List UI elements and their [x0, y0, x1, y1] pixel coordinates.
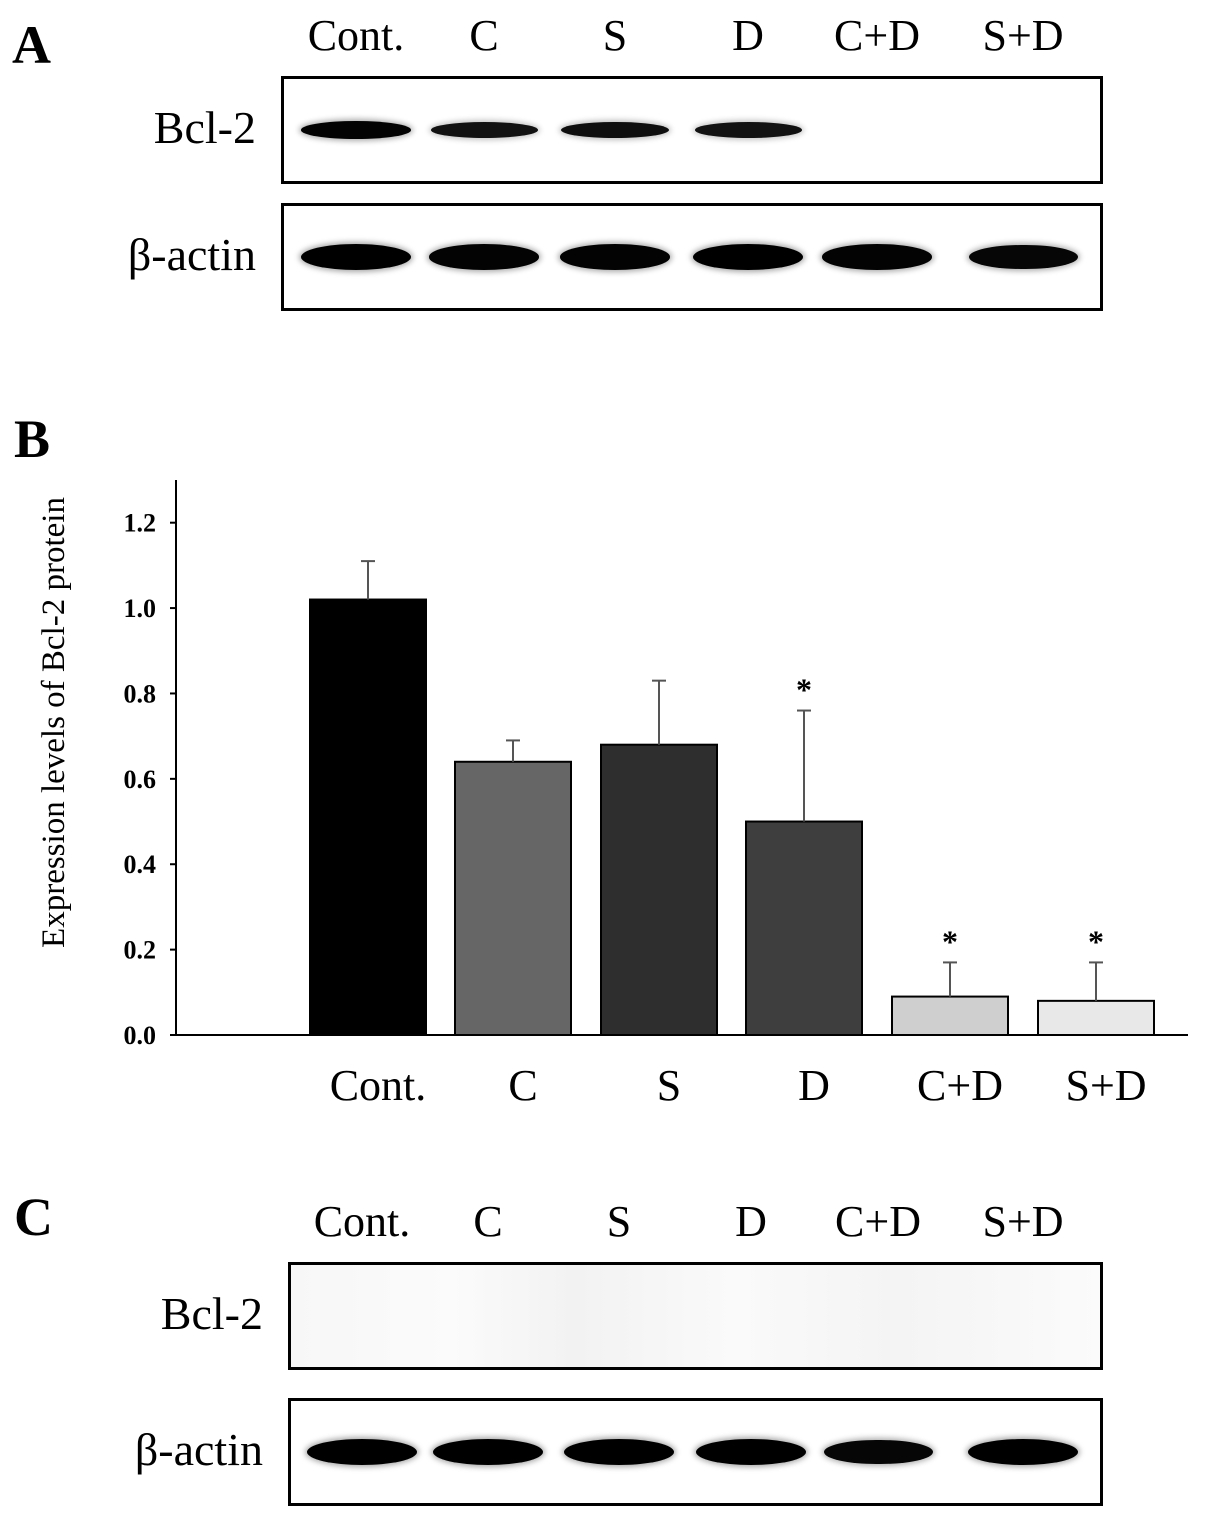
significance-star-3: * [796, 672, 812, 708]
y-tick-label-3: 0.6 [124, 765, 157, 794]
lane-label-a-0: Cont. [307, 11, 405, 60]
band-a-1-3 [693, 244, 803, 270]
y-tick-label-0: 0.0 [124, 1021, 157, 1050]
bar-2 [600, 743, 718, 1036]
band-a-1-4 [822, 244, 932, 270]
band-a-0-3 [694, 122, 802, 138]
band-c-1-2 [564, 1439, 674, 1465]
bar-0 [309, 598, 427, 1037]
bar-1 [454, 760, 572, 1036]
y-tick-label-6: 1.2 [124, 509, 157, 538]
significance-star-5: * [1088, 923, 1104, 959]
panel-c-letter: C [14, 1187, 53, 1247]
band-c-1-1 [433, 1439, 543, 1465]
row-label-a-1: β-actin [127, 229, 256, 280]
band-c-1-4 [823, 1439, 933, 1465]
panel-b-letter: B [14, 409, 51, 469]
x-category-label-0: Cont. [330, 1061, 427, 1110]
panel-a-letter: A [12, 15, 51, 75]
lane-label-c-0: Cont. [313, 1197, 411, 1246]
lane-label-a-5: S+D [982, 11, 1064, 60]
row-label-c-1: β-actin [134, 1424, 263, 1475]
lane-label-a-1: C [469, 11, 499, 60]
lane-label-c-5: S+D [982, 1197, 1064, 1246]
y-tick-label-4: 0.8 [124, 679, 157, 708]
band-a-1-0 [301, 244, 411, 270]
x-category-label-4: C+D [917, 1061, 1003, 1110]
band-a-1-5 [968, 244, 1078, 270]
lane-label-c-4: C+D [835, 1197, 921, 1246]
y-tick-label-5: 1.0 [124, 594, 157, 623]
x-category-label-5: S+D [1065, 1061, 1146, 1110]
y-tick-label-1: 0.2 [124, 936, 157, 965]
lane-label-a-3: D [732, 11, 764, 60]
band-c-1-5 [968, 1439, 1078, 1465]
lane-label-a-4: C+D [834, 11, 920, 60]
significance-star-4: * [942, 923, 958, 959]
y-tick-label-2: 0.4 [124, 850, 157, 879]
band-a-0-1 [430, 122, 538, 138]
lane-label-a-2: S [602, 11, 628, 60]
bar-4 [891, 995, 1009, 1036]
bar-chart: 0.0 0.2 0.4 0.6 0.8 1.0 1.2 Expression levels o… [36, 480, 1188, 1110]
band-a-1-2 [560, 244, 670, 270]
lane-label-c-1: C [473, 1197, 503, 1246]
lane-label-c-2: S [606, 1197, 632, 1246]
x-category-label-3: D [798, 1061, 830, 1110]
band-c-1-0 [307, 1439, 417, 1465]
band-a-0-2 [561, 121, 669, 139]
row-label-a-0: Bcl-2 [153, 102, 256, 153]
blot-a-0 [281, 76, 1103, 184]
blot-c-0 [288, 1262, 1103, 1370]
blot-c-1 [288, 1398, 1103, 1506]
bar-3 [745, 820, 863, 1036]
band-c-1-3 [696, 1439, 806, 1465]
lane-label-c-3: D [735, 1197, 767, 1246]
bar-5 [1037, 999, 1155, 1036]
x-category-label-2: S [657, 1061, 681, 1110]
band-a-1-1 [429, 244, 539, 270]
y-axis-label: Expression levels of Bcl-2 protein [36, 497, 72, 948]
band-a-0-0 [301, 121, 411, 139]
x-category-label-1: C [508, 1061, 537, 1110]
row-label-c-0: Bcl-2 [160, 1288, 263, 1339]
blot-a-1 [281, 203, 1103, 311]
